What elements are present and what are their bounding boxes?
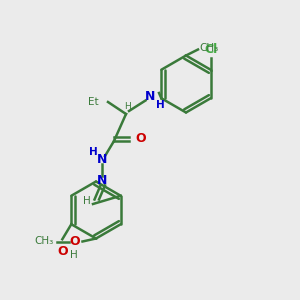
Text: H: H <box>88 146 98 157</box>
Text: N: N <box>97 173 107 187</box>
Text: N: N <box>97 152 107 166</box>
Text: Cl: Cl <box>204 43 217 56</box>
Text: H: H <box>156 100 165 110</box>
Text: O: O <box>135 132 146 145</box>
Text: Et: Et <box>88 97 99 107</box>
Text: O: O <box>57 245 68 258</box>
Text: O: O <box>69 235 80 248</box>
Text: N: N <box>145 89 155 103</box>
Text: CH₃: CH₃ <box>200 43 219 53</box>
Text: H: H <box>124 102 131 111</box>
Text: H: H <box>70 250 78 260</box>
Text: CH₃: CH₃ <box>35 236 54 247</box>
Text: H: H <box>83 196 91 206</box>
